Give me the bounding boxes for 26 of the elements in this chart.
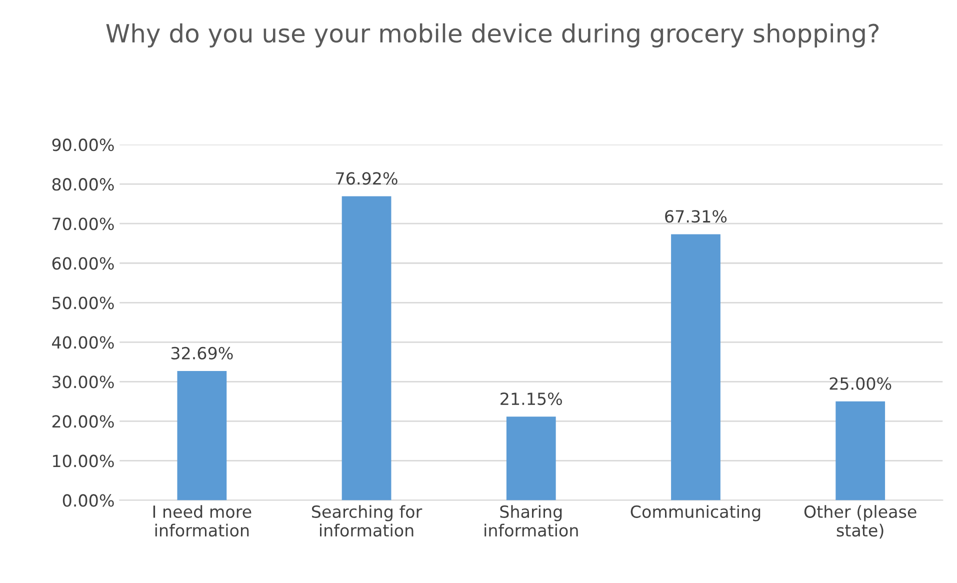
y-tick-label: 80.00% <box>52 178 114 191</box>
y-tick-label: 70.00% <box>52 218 114 230</box>
y-tick-label: 60.00% <box>52 257 114 270</box>
y-tick-label: 20.00% <box>52 415 114 428</box>
y-tick-label: 10.00% <box>53 454 114 468</box>
data-label: 32.69% <box>171 346 233 360</box>
y-tick-label: 90.00% <box>52 138 114 152</box>
x-tick-label: I need more information <box>153 505 252 537</box>
y-tick-label: 0.00% <box>62 494 114 507</box>
bar <box>836 401 886 500</box>
x-tick-label: Other (please state) <box>804 505 916 539</box>
chart-title: Why do you use your mobile device during grocery shopping? <box>106 23 879 48</box>
x-tick-label: Searching for information <box>312 505 422 537</box>
y-tick-label: 30.00% <box>52 376 114 388</box>
bar <box>506 416 556 500</box>
x-tick-label: Communicating <box>630 505 760 522</box>
y-tick-label: 50.00% <box>52 296 114 310</box>
data-label: 25.00% <box>830 377 892 390</box>
bar <box>342 196 392 500</box>
x-tick-label: Sharing information <box>484 505 578 537</box>
bar <box>177 371 227 500</box>
data-label: 76.92% <box>336 172 398 185</box>
data-label: 21.15% <box>500 392 562 406</box>
y-tick-label: 40.00% <box>52 336 114 349</box>
bar <box>671 234 720 500</box>
data-label: 67.31% <box>665 210 727 223</box>
